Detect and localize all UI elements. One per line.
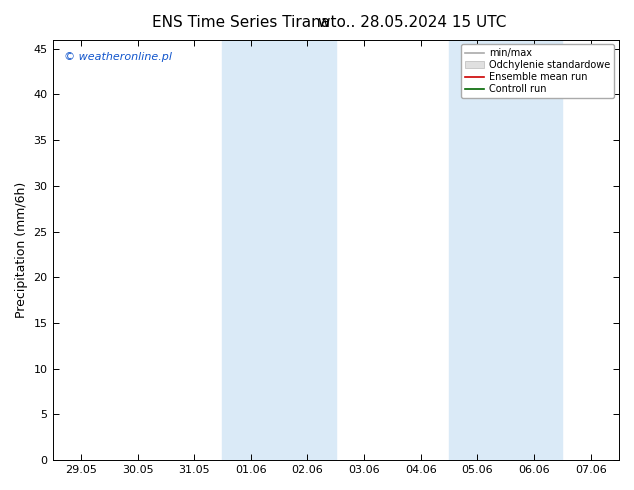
Legend: min/max, Odchylenie standardowe, Ensemble mean run, Controll run: min/max, Odchylenie standardowe, Ensembl… — [461, 45, 614, 98]
Y-axis label: Precipitation (mm/6h): Precipitation (mm/6h) — [15, 182, 28, 318]
Text: © weatheronline.pl: © weatheronline.pl — [64, 52, 172, 62]
Text: wto.. 28.05.2024 15 UTC: wto.. 28.05.2024 15 UTC — [318, 15, 507, 30]
Bar — [449, 40, 562, 460]
Bar — [223, 40, 336, 460]
Text: ENS Time Series Tirana: ENS Time Series Tirana — [152, 15, 330, 30]
